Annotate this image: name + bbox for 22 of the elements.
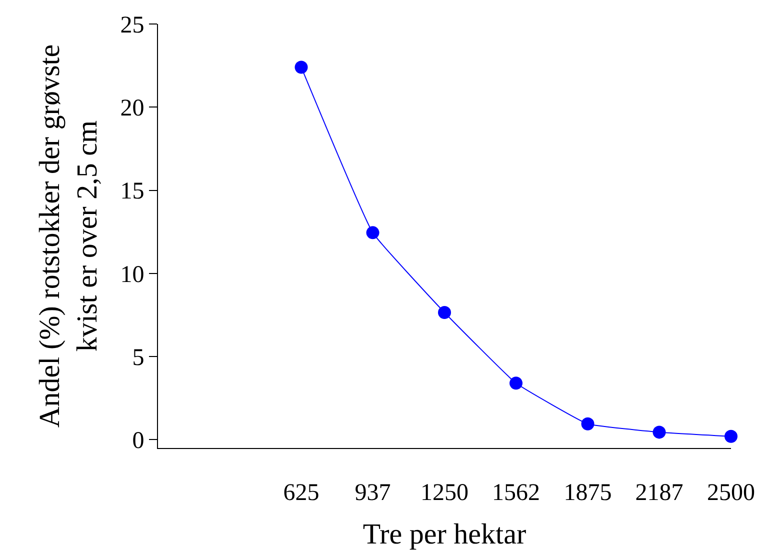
x-tick-label: 937 <box>354 480 391 506</box>
x-tick-label: 1875 <box>564 480 612 506</box>
point <box>581 417 594 430</box>
y-axis-title: Andel (%) rotstokker der grøvste kvist er over 2,5 cm <box>34 44 104 428</box>
y-tick-label: 0 <box>132 428 144 454</box>
x-tick-label: 1562 <box>492 480 540 506</box>
x-tick-label: 1250 <box>420 480 468 506</box>
x-tick-label: 2187 <box>635 480 684 506</box>
point <box>724 430 738 443</box>
y-tick-label: 25 <box>120 12 144 38</box>
y-tick-label: 10 <box>120 262 144 288</box>
x-tick-label: 625 <box>283 480 320 506</box>
point <box>652 426 666 439</box>
point <box>438 306 451 319</box>
y-tick-label: 5 <box>132 344 144 371</box>
y-tick-label: 20 <box>120 96 144 122</box>
x-tick-label: 2500 <box>707 480 755 506</box>
y-tick-label: 15 <box>120 178 144 205</box>
point <box>366 226 380 240</box>
point <box>294 60 308 74</box>
point <box>510 376 523 390</box>
x-axis-title: Tre per hektar <box>362 518 526 551</box>
